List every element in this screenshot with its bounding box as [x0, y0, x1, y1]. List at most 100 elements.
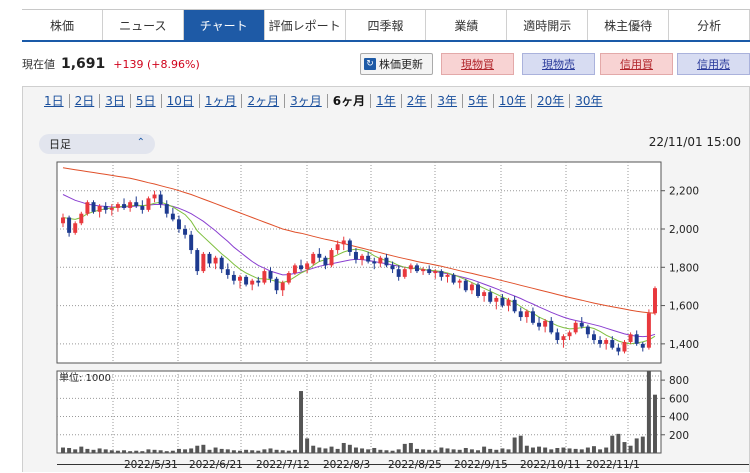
- range-option-1[interactable]: 2日: [70, 94, 101, 108]
- tab-1[interactable]: ニュース: [103, 10, 184, 40]
- candle-body: [445, 274, 450, 277]
- tab-4[interactable]: 四季報: [346, 10, 427, 40]
- candle-body: [335, 244, 340, 251]
- volume-bar: [537, 446, 542, 453]
- period-select[interactable]: 日足 ⌃: [39, 134, 155, 154]
- tab-5[interactable]: 業績: [426, 10, 508, 40]
- candle-body: [634, 334, 639, 344]
- price-tick-label: 2,200: [669, 186, 699, 198]
- candle-body: [372, 261, 377, 264]
- candle-body: [213, 257, 218, 264]
- volume-bar: [622, 442, 627, 453]
- ma-mid-line: [62, 194, 656, 338]
- range-option-14[interactable]: 20年: [532, 94, 571, 108]
- volume-bar: [640, 436, 645, 453]
- volume-unit-label: 単位: 1000: [59, 371, 111, 384]
- margin-sell-button[interactable]: 信用売: [677, 53, 750, 75]
- range-option-2[interactable]: 3日: [100, 94, 131, 108]
- volume-bar: [390, 450, 395, 453]
- candle-body: [140, 206, 145, 210]
- range-option-11[interactable]: 3年: [432, 94, 464, 108]
- range-option-9[interactable]: 1年: [371, 94, 402, 108]
- candle-body: [518, 311, 523, 318]
- range-option-13[interactable]: 10年: [494, 94, 532, 108]
- range-option-5[interactable]: 1ヶ月: [200, 94, 243, 108]
- range-option-7[interactable]: 3ヶ月: [285, 94, 328, 108]
- candle-body: [591, 334, 596, 341]
- volume-bar: [366, 449, 371, 453]
- volume-bar: [128, 451, 133, 453]
- candle-body: [366, 255, 371, 262]
- tab-2[interactable]: チャート: [183, 10, 265, 40]
- candle-body: [152, 194, 157, 199]
- tab-8[interactable]: 分析: [669, 10, 750, 40]
- volume-bar: [73, 449, 78, 453]
- candle-body: [640, 343, 645, 348]
- range-option-4[interactable]: 10日: [162, 94, 200, 108]
- candle-body: [549, 320, 554, 333]
- candle-body: [244, 276, 249, 285]
- cash-sell-button[interactable]: 現物売: [522, 53, 595, 75]
- candle-body: [134, 202, 139, 207]
- volume-bar: [274, 449, 279, 453]
- candle-body: [299, 265, 304, 270]
- volume-bar: [341, 442, 346, 453]
- candle-body: [73, 223, 78, 233]
- tab-3[interactable]: 評価レポート: [265, 10, 346, 40]
- candle-body: [378, 257, 383, 264]
- margin-buy-button[interactable]: 信用買: [600, 53, 673, 75]
- tab-7[interactable]: 株主優待: [588, 10, 670, 40]
- volume-bar: [353, 447, 358, 453]
- volume-bar: [268, 448, 273, 453]
- candle-body: [482, 292, 487, 296]
- volume-bar: [244, 449, 249, 453]
- volume-bar: [628, 445, 633, 453]
- candle-body: [67, 217, 72, 233]
- update-price-button[interactable]: ↻ 株価更新: [360, 53, 433, 75]
- volume-bar: [164, 451, 169, 453]
- price-bar: 現在値 1,691 +139 (+8.96%) ↻ 株価更新 現物買 現物売 信…: [0, 50, 750, 78]
- tab-0[interactable]: 株価: [22, 10, 103, 40]
- candle-body: [274, 278, 279, 291]
- range-option-12[interactable]: 5年: [463, 94, 494, 108]
- candle-body: [421, 269, 426, 272]
- candle-body: [61, 217, 65, 224]
- volume-bar: [299, 391, 304, 453]
- tab-6[interactable]: 適時開示: [507, 10, 589, 40]
- candle-body: [115, 204, 120, 208]
- volume-tick-label: 800: [669, 375, 689, 387]
- volume-bar: [494, 449, 499, 453]
- range-option-8[interactable]: 6ヶ月: [328, 94, 372, 108]
- range-option-3[interactable]: 5日: [131, 94, 162, 108]
- cash-buy-button[interactable]: 現物買: [441, 53, 514, 75]
- range-option-15[interactable]: 30年: [575, 94, 603, 108]
- volume-bar: [250, 450, 255, 453]
- volume-bar: [170, 450, 175, 453]
- candle-body: [238, 276, 242, 281]
- volume-bar: [329, 446, 334, 453]
- volume-bar: [543, 447, 548, 453]
- volume-bar: [518, 435, 523, 453]
- price-tick-label: 2,000: [669, 224, 699, 236]
- volume-bar: [469, 449, 474, 453]
- refresh-icon: ↻: [364, 58, 376, 70]
- candle-body: [537, 322, 542, 327]
- volume-bar: [201, 444, 206, 453]
- main-tab-bar: 株価 ニュース チャート 評価レポート 四季報 業績 適時開示 株主優待 分析: [22, 9, 750, 42]
- range-option-0[interactable]: 1日: [39, 94, 70, 108]
- volume-bar: [512, 437, 517, 453]
- volume-bar: [634, 438, 639, 453]
- chart-panel: 1日 2日 3日 5日 10日 1ヶ月 2ヶ月 3ヶ月 6ヶ月 1年 2年 3年 5年 10年 20年 30年…: [22, 86, 750, 472]
- price-tick-label: 1,800: [669, 262, 699, 274]
- candle-body: [97, 206, 102, 212]
- volume-bar: [219, 448, 224, 453]
- range-option-10[interactable]: 2年: [402, 94, 433, 108]
- volume-bar: [183, 449, 188, 453]
- volume-bar: [207, 449, 212, 453]
- volume-bar: [604, 447, 609, 453]
- candle-body: [384, 257, 389, 266]
- volume-bar: [610, 435, 615, 453]
- volume-bar: [189, 448, 194, 453]
- volume-bar: [158, 450, 163, 453]
- range-option-6[interactable]: 2ヶ月: [242, 94, 286, 108]
